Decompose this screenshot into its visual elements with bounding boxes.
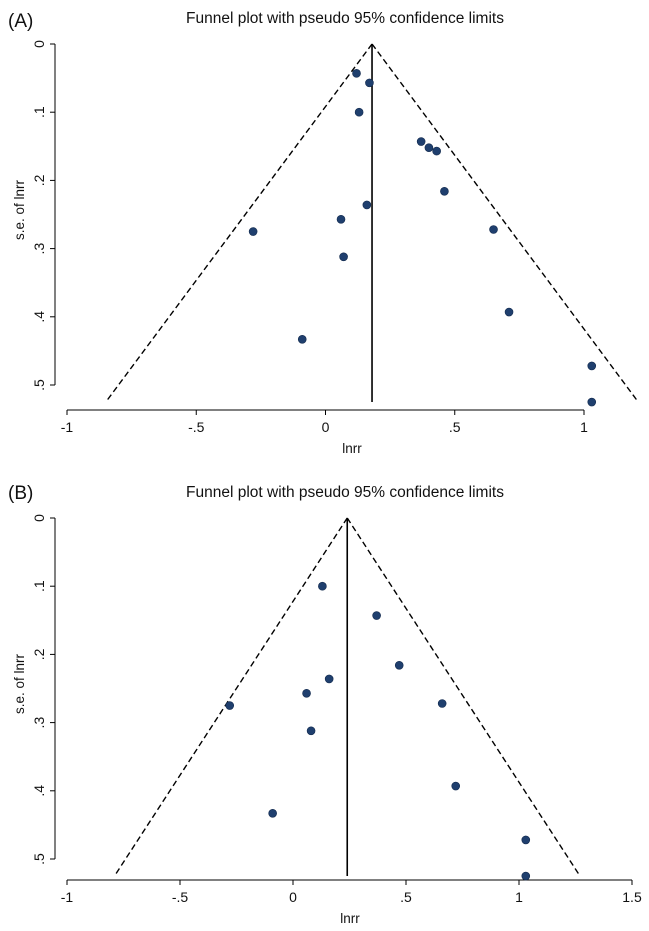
panel-b-y-tick-label: 0 (31, 514, 47, 522)
panel-a-ci-left-line (105, 43, 373, 403)
panel-a-y-tick-label: .3 (31, 243, 47, 255)
panel-b-study-point (521, 871, 531, 881)
panel-b-x-tick-label: 1 (515, 889, 523, 905)
panel-b-y-axis-title: s.e. of lnrr (12, 653, 27, 714)
panel-a-study-point (587, 361, 597, 371)
panel-b-y-tick-label: .3 (31, 717, 47, 729)
panel-b-x-tick-label: 0 (289, 889, 297, 905)
panel-a-y-tick-label: 0 (31, 40, 47, 48)
panel-b-title: Funnel plot with pseudo 95% confidence l… (186, 484, 504, 501)
panel-b-ci-right-line (346, 517, 581, 877)
panel-a-y-tick-label: .4 (31, 311, 47, 323)
panel-b-study-point (302, 688, 311, 698)
panel-a-ci-right-line (371, 43, 639, 403)
panel-b-study-point (451, 781, 461, 791)
panel-a-x-axis-title: lnrr (342, 441, 362, 456)
panel-a-y-tick-label: .1 (31, 106, 47, 118)
panel-b-x-tick-label: .5 (400, 889, 412, 905)
panel-b-x-tick-label: -.5 (172, 889, 189, 905)
panel-b-study-point (394, 661, 404, 670)
panel-a-title: Funnel plot with pseudo 95% confidence l… (186, 10, 504, 27)
panel-a-study-point (339, 252, 348, 262)
panel-b-y-tick-label: .2 (31, 648, 47, 660)
panel-b-study-point (225, 701, 235, 710)
panel-a-y-tick-label: .5 (31, 379, 47, 391)
panel-a-study-point (440, 187, 449, 196)
panel-a-study-point (504, 307, 514, 317)
panel-a-x-tick-label: -1 (61, 419, 74, 435)
panel-a-study-point (336, 214, 346, 224)
panel-a-x-tick-label: .5 (449, 419, 461, 435)
panel-b-y-tick-label: .4 (31, 785, 47, 797)
panel-b: (B) Funnel plot with pseudo 95% confiden… (8, 483, 642, 926)
panel-a-study-point (365, 78, 374, 88)
panel-a-study-point (432, 146, 441, 156)
panel-a-x-tick-label: 1 (580, 419, 588, 435)
panel-a-study-point (416, 137, 426, 146)
panel-a-x-tick-label: 0 (322, 419, 330, 435)
panel-a-study-point (352, 69, 361, 78)
panel-a-study-point (354, 107, 364, 117)
panel-b-study-point (318, 581, 327, 591)
panel-a: (A) Funnel plot with pseudo 95% confiden… (8, 10, 639, 456)
panel-b-study-point (437, 699, 447, 708)
panel-a-study-point (489, 225, 498, 234)
panel-b-x-tick-label: -1 (61, 889, 74, 905)
panel-a-study-point (424, 143, 434, 152)
panel-a-study-point (248, 227, 258, 236)
panel-b-x-tick-label: 1.5 (622, 889, 642, 905)
panel-a-y-tick-label: .2 (31, 174, 47, 186)
panel-a-label: (A) (8, 11, 33, 32)
panel-b-study-point (306, 726, 316, 736)
panel-b-study-point (268, 809, 277, 818)
panel-b-study-point (324, 674, 334, 684)
panel-a-study-point (297, 335, 307, 344)
panel-b-y-tick-label: .1 (31, 580, 47, 592)
panel-a-study-point (362, 200, 372, 210)
panel-b-ci-left-line (113, 517, 348, 877)
panel-a-y-axis-title: s.e. of lnrr (12, 179, 27, 240)
panel-a-x-tick-label: -.5 (188, 419, 205, 435)
panel-b-study-point (521, 835, 531, 845)
panel-b-study-point (372, 611, 381, 620)
panel-b-label: (B) (8, 483, 33, 504)
panel-b-x-axis-title: lnrr (340, 911, 360, 926)
panel-a-study-point (587, 397, 597, 407)
panel-b-y-tick-label: .5 (31, 853, 47, 865)
